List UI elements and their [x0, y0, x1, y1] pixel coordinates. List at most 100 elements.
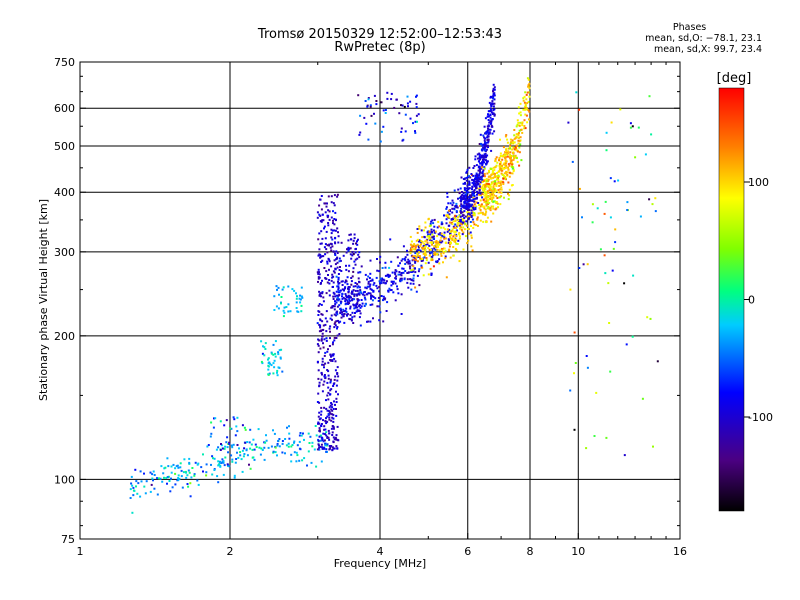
data-point	[333, 438, 336, 441]
data-point	[356, 310, 359, 312]
data-point	[326, 394, 329, 397]
data-point	[516, 123, 519, 126]
data-point	[482, 220, 485, 223]
data-point	[486, 207, 489, 210]
data-point	[414, 271, 417, 274]
data-point	[348, 233, 351, 236]
data-point	[243, 426, 246, 429]
data-point	[359, 312, 362, 315]
data-point	[352, 285, 355, 288]
data-point	[370, 288, 373, 291]
data-point	[328, 279, 331, 281]
data-point	[487, 127, 489, 130]
data-point	[317, 415, 320, 418]
data-point	[356, 283, 359, 286]
data-point	[439, 233, 442, 236]
data-point	[275, 285, 278, 288]
data-point	[151, 477, 154, 480]
data-point	[353, 307, 356, 310]
data-point	[461, 204, 464, 207]
data-point	[404, 130, 407, 133]
data-point	[488, 121, 491, 124]
data-point	[426, 231, 429, 234]
data-point	[345, 307, 348, 310]
data-point	[318, 293, 321, 296]
data-point	[452, 225, 455, 228]
data-point	[429, 233, 432, 236]
data-point	[356, 298, 359, 301]
data-point	[430, 248, 433, 251]
data-point	[323, 267, 326, 269]
data-point	[505, 166, 508, 169]
data-point	[321, 292, 324, 295]
data-point	[414, 120, 417, 123]
data-point	[438, 241, 441, 244]
data-point	[449, 235, 451, 238]
data-point	[334, 254, 337, 256]
data-point	[181, 486, 184, 489]
data-point	[345, 251, 348, 254]
data-point	[321, 219, 324, 222]
data-point	[239, 451, 242, 454]
data-point	[440, 226, 442, 229]
data-point	[424, 221, 427, 224]
data-point	[444, 237, 447, 240]
colorbar	[718, 87, 745, 512]
data-point	[329, 381, 332, 384]
data-point	[416, 120, 418, 123]
data-point	[479, 209, 482, 211]
data-point	[489, 114, 492, 117]
data-point	[393, 106, 396, 109]
data-point	[450, 218, 453, 221]
data-point	[354, 263, 357, 266]
data-point	[505, 160, 508, 163]
data-point	[166, 457, 169, 460]
data-point	[318, 384, 321, 387]
data-point	[356, 243, 359, 246]
data-point	[137, 482, 140, 485]
data-point	[318, 448, 321, 451]
data-point	[338, 333, 341, 335]
data-point	[508, 164, 511, 167]
data-point	[264, 441, 267, 444]
data-point	[331, 416, 334, 419]
data-point	[274, 352, 277, 355]
data-point	[480, 194, 482, 197]
data-point	[484, 208, 487, 211]
data-point	[472, 194, 475, 197]
data-point	[372, 317, 374, 320]
data-point	[499, 152, 502, 155]
data-point	[328, 438, 331, 441]
data-point	[296, 444, 299, 447]
data-point	[513, 148, 516, 151]
data-point	[493, 98, 496, 101]
data-point	[371, 279, 374, 282]
data-point	[253, 448, 256, 451]
data-point	[320, 423, 323, 425]
data-point	[486, 125, 489, 128]
data-point	[330, 232, 333, 235]
data-point	[451, 207, 454, 210]
data-point	[287, 303, 290, 306]
data-point	[359, 306, 362, 309]
data-point	[318, 429, 321, 432]
data-point	[299, 294, 302, 297]
data-point	[487, 175, 490, 178]
data-point	[656, 360, 659, 363]
data-point	[174, 483, 177, 486]
data-point	[454, 217, 457, 220]
data-point	[478, 160, 480, 163]
data-point	[298, 440, 301, 443]
data-point	[330, 445, 333, 447]
data-point	[130, 482, 133, 485]
data-point	[386, 97, 389, 100]
data-point	[341, 284, 344, 286]
data-point	[399, 262, 401, 265]
data-point	[331, 403, 334, 406]
data-point	[489, 194, 492, 197]
data-point	[483, 200, 486, 203]
data-point	[452, 201, 455, 204]
data-point	[416, 231, 419, 234]
data-point	[342, 308, 345, 311]
data-point	[300, 434, 303, 437]
